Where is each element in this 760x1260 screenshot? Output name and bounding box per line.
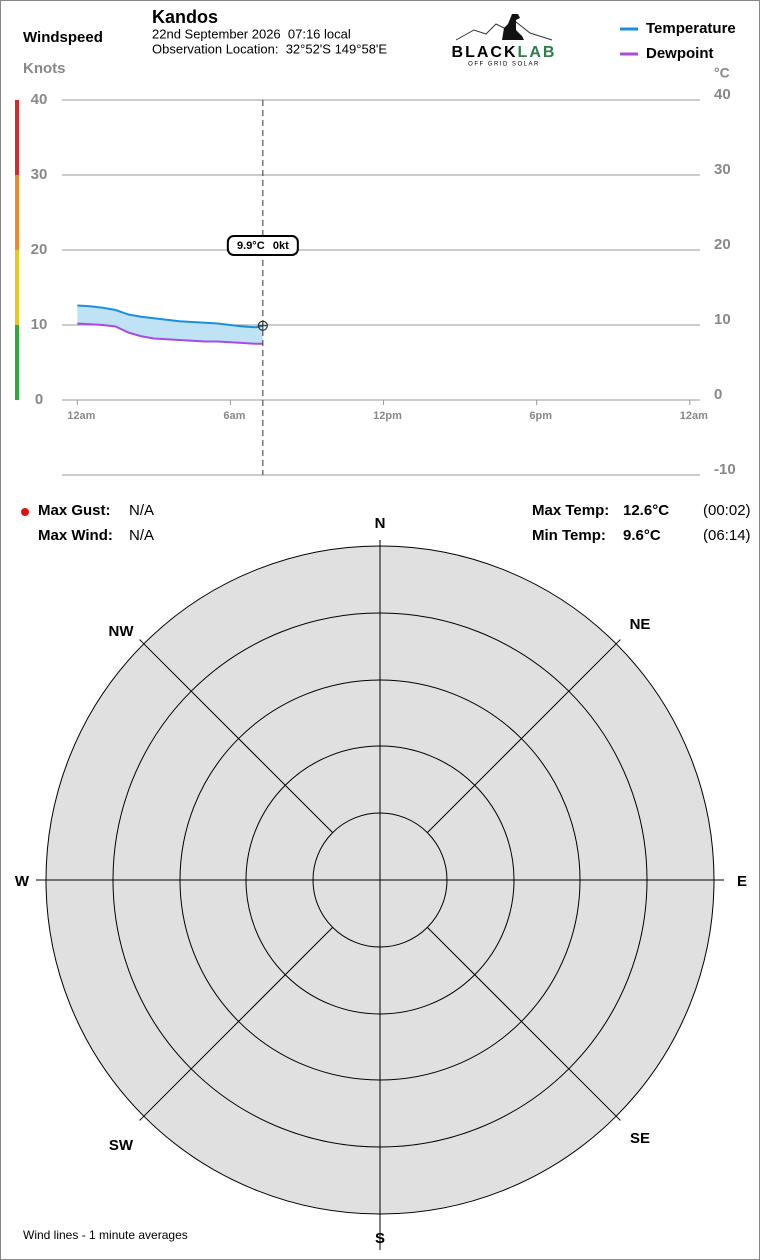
stat-value: 12.6°C	[623, 502, 669, 519]
logo-green: LAB	[518, 44, 557, 61]
y2-tick-label: 20	[714, 236, 731, 253]
date-line: 22nd September 2026 07:16 local	[152, 26, 351, 41]
series-line	[77, 304, 264, 329]
y-axis-units: Knots	[23, 60, 66, 77]
compass-diagonal	[427, 927, 621, 1121]
scale-band	[15, 175, 19, 250]
y-tick-label: 20	[31, 241, 48, 258]
y2-tick-label: 0	[714, 386, 722, 403]
x-tick-label: 6am	[223, 410, 245, 422]
scale-band	[15, 100, 19, 175]
x-tick-label: 12am	[680, 410, 708, 422]
y-tick-label: 30	[31, 166, 48, 183]
stat-value: N/A	[129, 502, 154, 519]
stat-value: N/A	[129, 527, 154, 544]
footnote: Wind lines - 1 minute averages	[23, 1228, 188, 1242]
compass-diagonal	[139, 639, 333, 833]
observation-line: Observation Location: 32°52'S 149°58'E	[152, 41, 387, 56]
y2-tick-label: 30	[714, 161, 731, 178]
compass-label: E	[737, 873, 747, 890]
series-line	[77, 322, 263, 345]
compass-label: SE	[630, 1130, 650, 1147]
x-tick-label: 12pm	[373, 410, 402, 422]
stat-value: 9.6°C	[623, 527, 661, 544]
legend-label: Dewpoint	[646, 45, 714, 62]
y2-axis-units: °C	[714, 65, 730, 81]
tooltip	[226, 235, 299, 256]
x-tick-label: 6pm	[529, 410, 552, 422]
compass-label: W	[15, 873, 30, 890]
stat-label: Max Gust:	[38, 502, 111, 519]
logo-text: BLACKLAB	[452, 44, 557, 61]
y-tick-label: 0	[35, 391, 43, 408]
logo-tagline: OFF GRID SOLAR	[468, 62, 540, 68]
location-name: Kandos	[152, 7, 218, 27]
logo-dog	[502, 14, 524, 40]
logo: BLACKLAB OFF GRID SOLAR	[452, 14, 557, 68]
gust-marker	[21, 508, 29, 516]
compass-label: N	[375, 515, 386, 532]
y-tick-label: 10	[31, 316, 48, 333]
tooltip-wind: 0kt	[273, 240, 289, 252]
stat-label: Max Wind:	[38, 527, 113, 544]
stat-time: (00:02)	[703, 502, 751, 519]
scale-band	[15, 325, 19, 400]
logo-black: BLACK	[452, 44, 518, 61]
y-tick-label: 40	[31, 91, 48, 108]
stat-label: Max Temp:	[532, 502, 609, 519]
legend-label: Temperature	[646, 20, 736, 37]
compass-label: NE	[630, 616, 651, 633]
logo-mountains	[455, 21, 553, 41]
compass-label: S	[375, 1230, 385, 1247]
y-axis-title: Windspeed	[23, 29, 103, 46]
area-between	[77, 305, 263, 344]
y2-tick-label: -10	[714, 461, 736, 478]
stat-time: (06:14)	[703, 527, 751, 544]
compass-label: NW	[109, 623, 135, 640]
y2-tick-label: 40	[714, 86, 731, 103]
compass-diagonal	[427, 639, 621, 833]
scale-band	[15, 250, 19, 325]
compass-label: SW	[109, 1137, 134, 1154]
stat-label: Min Temp:	[532, 527, 606, 544]
y2-tick-label: 10	[714, 311, 731, 328]
compass-diagonal	[139, 927, 333, 1121]
x-tick-label: 12am	[67, 410, 95, 422]
tooltip-temp: 9.9°C	[237, 240, 265, 252]
